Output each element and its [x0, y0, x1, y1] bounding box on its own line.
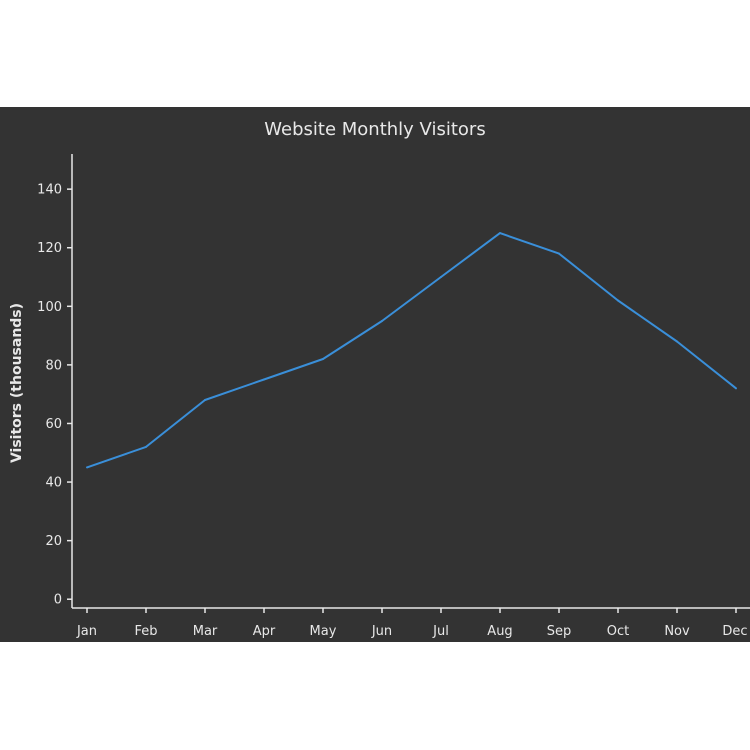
- x-tick-label: Jan: [76, 624, 97, 639]
- x-tick-label: Feb: [134, 624, 157, 639]
- y-tick-label: 40: [45, 476, 62, 491]
- data-point-jun: [381, 319, 383, 322]
- x-tick-label: Jun: [371, 624, 392, 639]
- y-axis-ticks: 0 20 40 60 80 100 120 140: [37, 183, 72, 608]
- line-chart: Website Monthly Visitors Visitors (thous…: [9, 119, 750, 639]
- x-axis-ticks: Jan Feb Mar Apr May Jun Jul Aug Sep Oct Nov Dec: [76, 608, 748, 639]
- x-tick-label: Dec: [722, 624, 747, 639]
- y-tick-label: 120: [37, 241, 62, 256]
- data-point-mar: [204, 399, 206, 402]
- data-point-feb: [145, 445, 147, 448]
- data-point-may: [322, 358, 324, 361]
- y-tick-label: 20: [45, 534, 62, 549]
- series-layer: [86, 232, 737, 469]
- data-point-aug: [499, 232, 501, 235]
- x-tick-label: Nov: [664, 624, 690, 639]
- data-point-apr: [263, 378, 265, 381]
- series-line-0: [86, 232, 737, 469]
- chart-panel: Website Monthly Visitors Visitors (thous…: [0, 107, 750, 642]
- y-tick-label: 0: [54, 593, 62, 608]
- y-tick-label: 100: [37, 300, 62, 315]
- x-tick-label: Jul: [432, 624, 449, 639]
- y-tick-label: 140: [37, 183, 62, 198]
- data-point-dec: [735, 387, 737, 390]
- chart-title: Website Monthly Visitors: [264, 119, 485, 140]
- x-tick-label: Sep: [547, 624, 572, 639]
- y-axis-label: Visitors (thousands): [9, 303, 25, 463]
- y-tick-label: 60: [45, 417, 62, 432]
- data-point-jan: [86, 466, 88, 469]
- x-tick-label: May: [310, 624, 337, 639]
- data-point-sep: [558, 252, 560, 255]
- x-tick-label: Oct: [607, 624, 629, 639]
- y-tick-label: 80: [45, 358, 62, 373]
- data-point-jul: [440, 276, 442, 279]
- x-tick-label: Aug: [487, 624, 512, 639]
- x-tick-label: Mar: [193, 624, 218, 639]
- data-point-nov: [676, 340, 678, 343]
- x-tick-label: Apr: [253, 624, 276, 639]
- data-point-oct: [617, 299, 619, 302]
